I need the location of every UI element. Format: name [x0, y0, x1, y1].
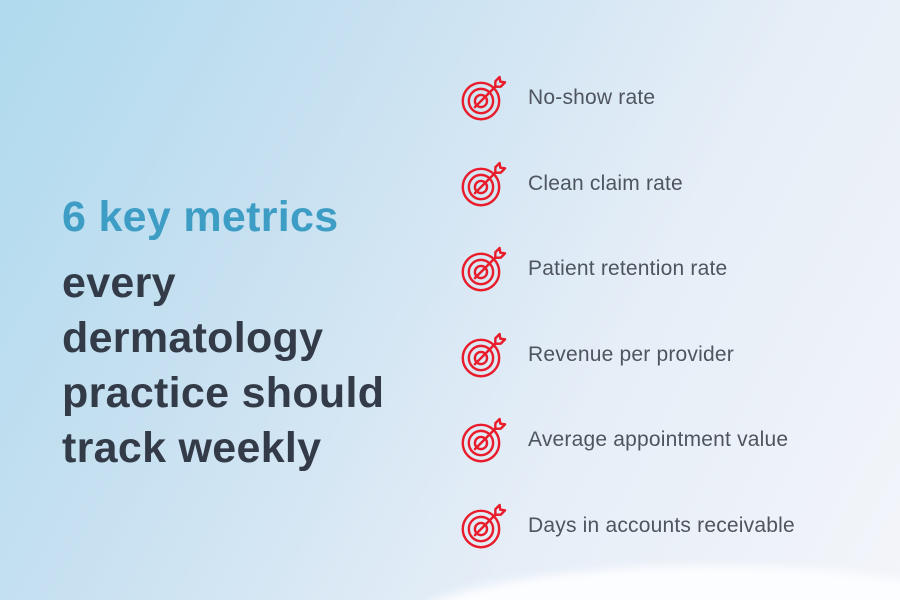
- page-title: 6 key metrics: [62, 193, 339, 241]
- metric-label: Average appointment value: [528, 428, 789, 451]
- headline-block: 6 key metrics every dermatology practice…: [62, 190, 432, 476]
- subtitle-line: track weekly: [62, 424, 322, 472]
- list-item: Revenue per provider: [458, 329, 795, 381]
- list-item: Patient retention rate: [458, 243, 795, 295]
- list-item: Days in accounts receivable: [458, 500, 795, 552]
- subtitle-line: dermatology: [62, 314, 324, 362]
- page-subtitle: every dermatology practice should track …: [62, 256, 432, 476]
- target-dart-icon: [458, 72, 510, 124]
- target-dart-icon: [458, 243, 510, 295]
- metric-label: Revenue per provider: [528, 342, 734, 366]
- metrics-list: No-show rate Clean claim rate Patient re…: [458, 72, 795, 552]
- target-dart-icon: [458, 414, 510, 466]
- metric-label: No-show rate: [528, 86, 656, 109]
- metric-label: Clean claim rate: [528, 171, 683, 195]
- subtitle-line: practice should: [62, 369, 385, 417]
- list-item: Average appointment value: [458, 414, 795, 466]
- target-dart-icon: [458, 329, 510, 381]
- target-dart-icon: [458, 500, 510, 552]
- list-item: No-show rate: [458, 72, 795, 124]
- metric-label: Patient retention rate: [528, 257, 728, 280]
- metric-label: Days in accounts receivable: [528, 513, 795, 537]
- bottom-wave-decoration: [400, 566, 900, 600]
- list-item: Clean claim rate: [458, 158, 795, 210]
- subtitle-line: every: [62, 259, 176, 307]
- target-dart-icon: [458, 158, 510, 210]
